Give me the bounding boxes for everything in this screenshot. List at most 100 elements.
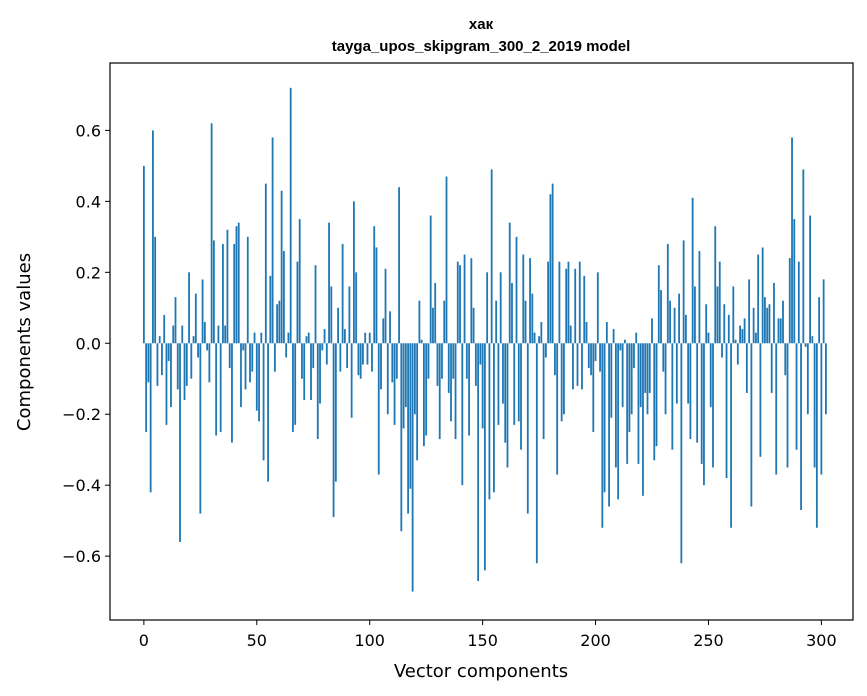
bar <box>246 236 249 344</box>
bars-group <box>142 87 827 592</box>
bar <box>614 343 617 468</box>
bar <box>477 343 480 581</box>
bar <box>468 343 470 436</box>
bar <box>321 343 324 351</box>
bar <box>601 343 604 528</box>
bar <box>671 343 674 450</box>
bar <box>488 343 491 500</box>
bar <box>208 343 211 383</box>
x-tick-label: 300 <box>806 631 837 650</box>
bar <box>203 321 206 344</box>
bar <box>188 272 190 344</box>
bar <box>434 282 437 344</box>
bar <box>472 307 475 344</box>
bar <box>680 343 683 564</box>
bar <box>553 343 556 376</box>
bar <box>219 343 222 432</box>
bar <box>786 343 789 468</box>
bar <box>273 343 276 372</box>
bar <box>323 329 326 344</box>
bar <box>210 123 213 344</box>
y-tick-label: −0.2 <box>62 405 101 424</box>
bar <box>574 268 577 344</box>
bar <box>725 343 728 479</box>
y-tick-label: 0.6 <box>76 121 101 140</box>
bar <box>610 343 613 418</box>
bar <box>154 236 157 344</box>
bar <box>734 339 737 344</box>
x-axis-ticks: 0 50 100 150 200 250 300 <box>139 620 837 650</box>
bar <box>298 219 301 344</box>
bar <box>825 343 827 415</box>
bar <box>447 343 450 393</box>
bar <box>253 332 256 344</box>
bar <box>262 343 265 461</box>
bar <box>682 240 685 344</box>
bar <box>319 343 321 404</box>
bar <box>549 194 552 344</box>
bar <box>212 240 215 344</box>
bar <box>278 300 281 344</box>
bar <box>343 329 346 344</box>
bar <box>788 258 791 344</box>
bar <box>797 261 800 344</box>
bar <box>454 343 457 440</box>
x-tick-label: 0 <box>139 631 149 650</box>
bar <box>224 325 227 344</box>
bar <box>522 254 525 344</box>
bar <box>583 275 586 344</box>
bar <box>264 183 267 344</box>
y-tick-label: 0.0 <box>76 334 101 353</box>
bar <box>558 261 561 344</box>
bar <box>628 343 631 432</box>
bar <box>255 343 258 411</box>
bar <box>249 343 251 383</box>
x-tick-label: 250 <box>693 631 724 650</box>
bar <box>353 201 355 344</box>
bar <box>572 343 574 390</box>
bar <box>759 343 762 457</box>
bar <box>416 343 419 461</box>
bar <box>712 343 714 468</box>
bar <box>375 247 378 344</box>
bar <box>664 343 667 415</box>
y-tick-label: −0.4 <box>62 476 101 495</box>
bar <box>761 247 764 344</box>
bar <box>750 343 753 507</box>
bar <box>515 236 518 344</box>
bar <box>538 336 540 344</box>
bar <box>608 343 610 507</box>
bar <box>325 343 328 365</box>
bar <box>242 343 245 351</box>
bar <box>384 268 387 344</box>
bar <box>520 343 522 450</box>
bar <box>791 137 793 344</box>
bar <box>172 325 175 344</box>
bar <box>779 318 782 344</box>
bar <box>307 332 310 344</box>
bar <box>723 304 726 344</box>
bar <box>596 272 599 344</box>
bar <box>678 293 681 344</box>
bar <box>502 343 504 404</box>
bar <box>438 343 441 440</box>
bar <box>508 222 511 344</box>
bar <box>190 343 193 379</box>
bar <box>244 343 247 390</box>
bar <box>294 343 297 425</box>
bar <box>314 265 317 344</box>
bar <box>206 343 209 351</box>
bar <box>687 343 690 404</box>
bar <box>310 343 312 401</box>
bar <box>662 343 665 372</box>
bar <box>605 321 608 344</box>
bar <box>587 343 590 369</box>
bar <box>524 300 527 344</box>
bar <box>445 176 448 344</box>
bar <box>705 304 708 344</box>
bar <box>585 321 588 344</box>
bar <box>739 325 741 344</box>
bar <box>463 254 466 344</box>
bar <box>423 343 425 447</box>
bar <box>267 343 269 482</box>
